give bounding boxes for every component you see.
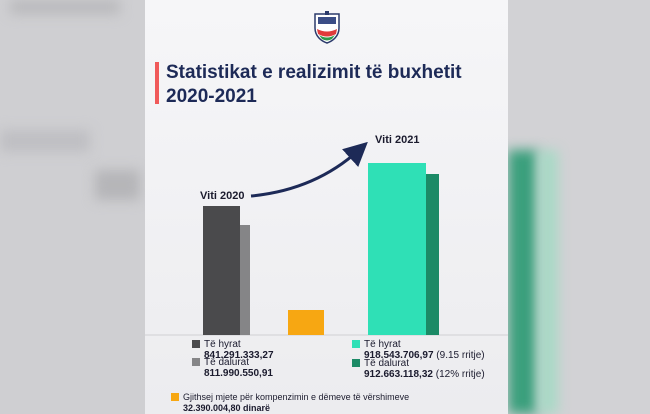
legend-hyrat-2021-note: (9.15 rritje)	[436, 350, 485, 361]
swatch-dalurat-2021	[352, 359, 360, 367]
bar-dalurat-2020	[240, 225, 250, 335]
legend-dalurat-2020-label: Të dalurat	[204, 357, 250, 368]
swatch-dalurat-2020	[192, 358, 200, 366]
title-line-1: Statistikat e realizimit të buxhetit	[166, 62, 462, 83]
legend-dalurat-2021-label: Të dalurat	[364, 358, 410, 369]
title-accent-bar	[155, 62, 159, 104]
bar-dalurat-2021	[426, 174, 439, 335]
label-viti-2020: Viti 2020	[200, 190, 244, 202]
swatch-hyrat-2020	[192, 340, 200, 348]
legend-hyrat-2020: Të hyrat 841.291.333,27	[192, 339, 322, 363]
legend-hyrat-2020-label: Të hyrat	[204, 339, 241, 350]
swatch-hyrat-2021	[352, 340, 360, 348]
chart-bars	[203, 163, 439, 335]
growth-arrow	[250, 141, 368, 198]
legend-kompensim-label: Gjithsej mjete për kompenzimin e dëmeve …	[183, 392, 410, 402]
legend-hyrat-2021-value: 918.543.706,97	[364, 350, 434, 361]
legend-dalurat-2021-note: (12% rritje)	[435, 369, 485, 380]
budget-bar-chart: Viti 2020 Viti 2021	[145, 134, 508, 336]
background-right-panel	[508, 0, 650, 414]
legend-kompensim: Gjithsej mjete për kompenzimin e dëmeve …	[171, 392, 491, 414]
municipality-emblem-icon	[314, 11, 340, 44]
bar-kompensim	[288, 310, 324, 335]
legend-dalurat-2021-value: 912.663.118,32	[364, 369, 433, 380]
legend-dalurat-2020: Të dalurat 811.990.550,91	[192, 357, 322, 381]
legend-hyrat-2021: Të hyrat 918.543.706,97 (9.15 rritje)	[352, 339, 502, 363]
bar-hyrat-2021	[368, 163, 426, 335]
legend-kompensim-value: 32.390.004,80 dinarë	[183, 403, 271, 413]
legend-dalurat-2021: Të dalurat 912.663.118,32 (12% rritje)	[352, 358, 502, 382]
background-left-panel	[0, 0, 145, 414]
swatch-kompensim	[171, 393, 179, 401]
title-line-2: 2020-2021	[166, 86, 257, 107]
legend-hyrat-2020-value: 841.291.333,27	[204, 350, 274, 361]
bar-hyrat-2020	[203, 206, 240, 335]
infographic-poster: Statistikat e realizimit të buxhetit 202…	[145, 0, 508, 414]
legend-hyrat-2021-label: Të hyrat	[364, 339, 401, 350]
page-title: Statistikat e realizimit të buxhetit 202…	[166, 61, 496, 109]
legend-dalurat-2020-value: 811.990.550,91	[204, 368, 273, 379]
label-viti-2021: Viti 2021	[375, 134, 419, 146]
